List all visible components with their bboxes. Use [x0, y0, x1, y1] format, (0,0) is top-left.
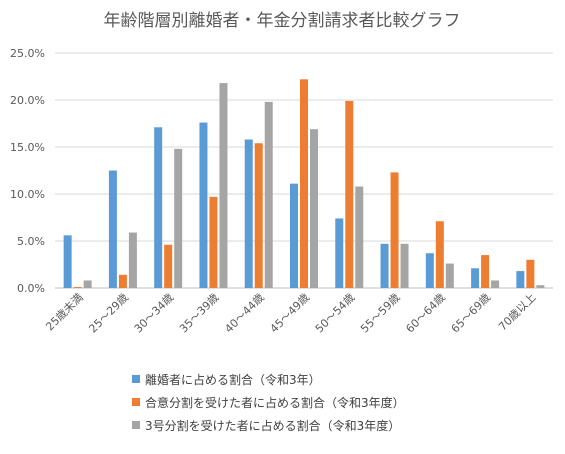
bar: [199, 122, 208, 288]
bar: [63, 235, 72, 288]
x-tick-label: 60～64歳: [403, 291, 448, 336]
bar: [335, 218, 344, 288]
x-tick-label: 45～49歳: [268, 291, 313, 336]
bar: [491, 280, 500, 288]
bar: [73, 287, 82, 288]
bar: [219, 83, 228, 288]
x-tick-label: 70歳以上: [496, 291, 538, 333]
legend-label: 離婚者に占める割合（令和3年）: [145, 372, 321, 387]
x-tick-label: 25～29歳: [86, 291, 131, 336]
y-tick-label: 10.0%: [10, 188, 45, 201]
bar: [390, 172, 399, 288]
bar: [400, 243, 409, 288]
bar: [108, 170, 117, 288]
y-tick-label: 0.0%: [17, 282, 45, 295]
bar: [118, 274, 127, 288]
legend-swatch: [132, 375, 140, 383]
bar: [300, 79, 308, 288]
y-tick-label: 15.0%: [10, 141, 45, 154]
y-tick-label: 25.0%: [10, 47, 45, 60]
bar: [164, 244, 173, 288]
x-tick-label: 65～69歳: [449, 291, 494, 336]
bar: [209, 196, 218, 288]
legend-label: 合意分割を受けた者に占める割合（令和3年度）: [145, 395, 405, 410]
x-tick-label: 25歳未満: [43, 291, 85, 333]
x-tick-label: 30～34歳: [132, 291, 177, 336]
bar: [254, 143, 263, 288]
legend-swatch: [132, 421, 140, 429]
bar: [526, 259, 535, 288]
bar: [536, 285, 545, 288]
x-tick-label: 55～59歳: [358, 291, 403, 336]
bar: [380, 243, 389, 288]
y-tick-label: 5.0%: [17, 235, 45, 248]
legend: 離婚者に占める割合（令和3年） 合意分割を受けた者に占める割合（令和3年度） 3号分…: [132, 372, 405, 433]
x-tick-label: 50～54歳: [313, 291, 358, 336]
x-axis: 25歳未満 25～29歳 30～34歳 35～39歳 40～44歳 45～49歳 50～54…: [43, 291, 538, 336]
bar: [425, 253, 434, 288]
y-tick-label: 20.0%: [10, 94, 45, 107]
bar: [174, 148, 183, 288]
x-tick-label: 35～39歳: [177, 291, 222, 336]
bar: [310, 129, 318, 288]
x-tick-label: 40～44歳: [222, 291, 267, 336]
bar: [471, 268, 480, 288]
plot-area: [63, 79, 545, 288]
bar: [355, 186, 364, 288]
bar: [128, 232, 137, 288]
bar: [516, 271, 525, 288]
bar: [290, 183, 298, 288]
bar: [154, 127, 163, 288]
legend-swatch: [132, 398, 140, 406]
y-axis: 0.0% 5.0% 10.0% 15.0% 20.0% 25.0%: [10, 47, 45, 295]
bar: [345, 100, 354, 288]
chart-title: 年齢階層別離婚者・年金分割請求者比較グラフ: [104, 11, 461, 31]
legend-label: 3号分割を受けた者に占める割合（令和3年度）: [145, 418, 400, 433]
bar: [244, 139, 253, 288]
bar: [481, 255, 490, 288]
bar: [445, 263, 454, 288]
bar: [83, 280, 92, 288]
bar: [435, 221, 444, 288]
bar: [264, 101, 273, 288]
